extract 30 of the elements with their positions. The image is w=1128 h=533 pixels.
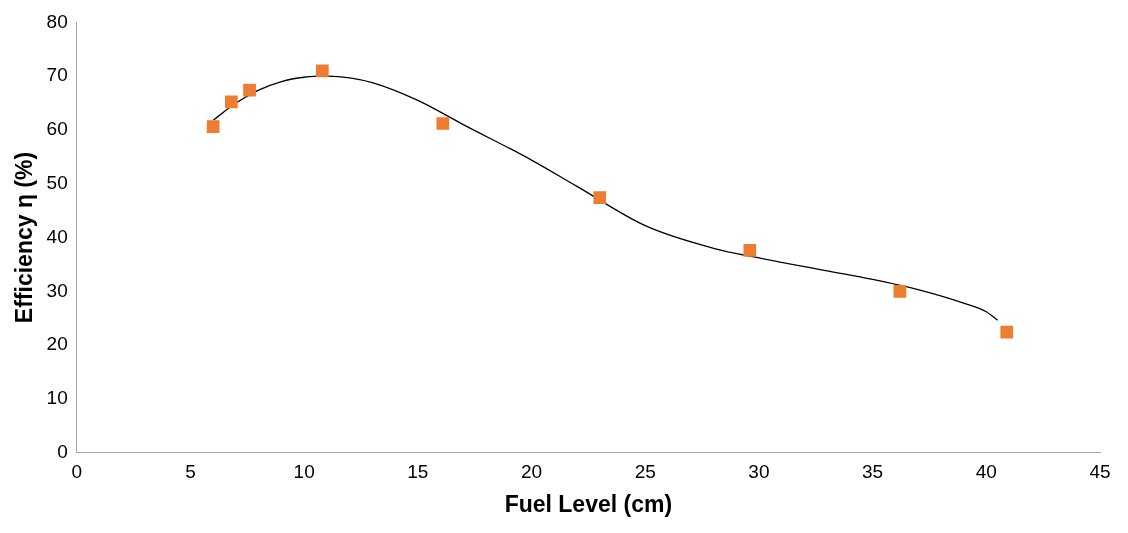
x-tick-label: 35	[862, 461, 884, 483]
x-tick-label: 30	[748, 461, 770, 483]
x-axis-title: Fuel Level (cm)	[504, 490, 673, 517]
x-tick-label: 10	[293, 461, 315, 483]
x-tick-label: 5	[185, 461, 196, 483]
x-tick-label: 45	[1089, 461, 1111, 483]
y-tick-label: 30	[46, 279, 68, 301]
point	[893, 284, 907, 298]
point	[315, 64, 329, 78]
point	[593, 191, 607, 205]
x-tick-label: 15	[407, 461, 429, 483]
y-tick-label: 60	[46, 118, 68, 140]
y-axis-title: Efficiency η (%)	[11, 151, 38, 324]
x-tick-label: 25	[634, 461, 656, 483]
y-tick-label: 80	[46, 10, 68, 32]
x-tick-label: 0	[71, 461, 83, 483]
y-tick-label: 40	[46, 225, 68, 247]
y-tick-label: 0	[57, 440, 68, 462]
y-tick-label: 70	[46, 64, 68, 86]
point	[243, 83, 256, 97]
point	[743, 244, 757, 257]
point	[436, 117, 450, 130]
point	[206, 120, 220, 134]
point	[225, 95, 238, 109]
y-tick-label: 10	[46, 387, 68, 409]
x-tick-label: 40	[975, 461, 997, 483]
x-tick-label: 20	[520, 461, 543, 483]
point	[1000, 325, 1014, 339]
y-tick-label: 20	[46, 333, 68, 355]
y-tick-label: 50	[46, 171, 68, 193]
